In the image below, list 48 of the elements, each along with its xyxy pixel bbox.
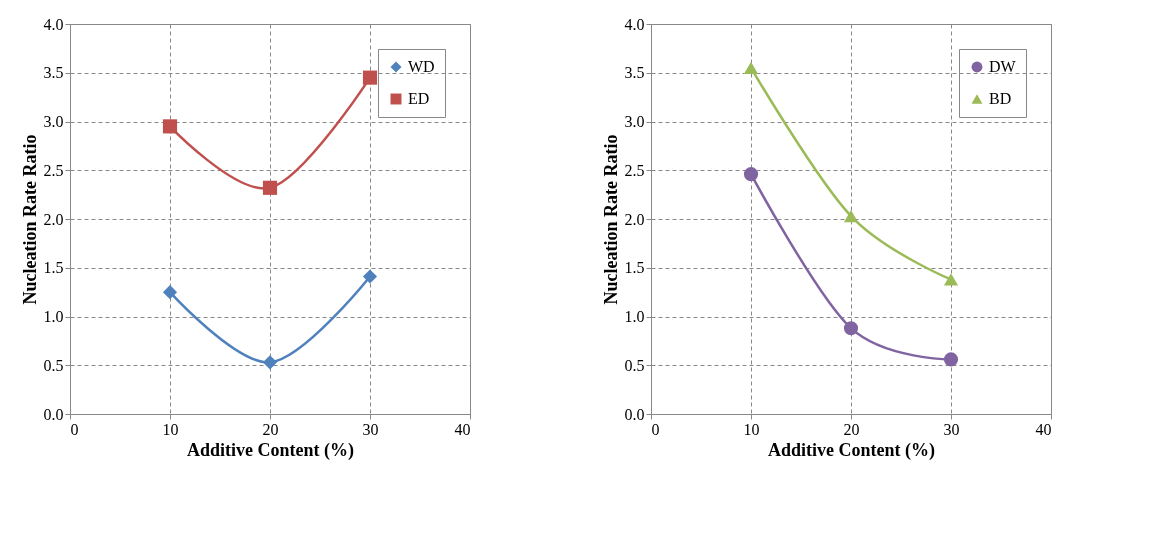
y-tick-label: 1.0 — [624, 308, 645, 325]
legend-label: DW — [989, 58, 1017, 75]
point — [262, 180, 278, 195]
point — [162, 119, 178, 134]
point — [162, 285, 178, 300]
x-tick-label: 0 — [70, 420, 79, 438]
y-tick-label: 0.0 — [43, 405, 64, 423]
y-tick-label: 0.5 — [624, 356, 645, 374]
y-tick-label: 3.5 — [624, 64, 645, 82]
y-tick-label: 4.0 — [43, 15, 64, 33]
x-axis-title: Additive Content (%) — [187, 439, 354, 461]
x-tick-label: 40 — [454, 420, 471, 438]
y-axis-title: Nucleation Rate Ratio — [600, 134, 621, 305]
x-tick-label: 40 — [1035, 420, 1052, 438]
x-tick-label: 30 — [943, 420, 960, 438]
point — [943, 352, 959, 367]
point — [362, 269, 378, 284]
y-tick-label: 2.0 — [43, 210, 64, 228]
legend-label: BD — [989, 90, 1012, 107]
y-tick-label: 4.0 — [624, 15, 645, 33]
y-tick-label: 1.0 — [43, 308, 64, 325]
x-tick-label: 20 — [843, 420, 860, 438]
x-tick-label: 30 — [362, 420, 379, 438]
x-tick-label: 10 — [743, 420, 760, 438]
point — [943, 273, 959, 286]
x-axis-title: Additive Content (%) — [768, 439, 935, 461]
y-tick-label: 3.0 — [624, 113, 645, 130]
y-tick-label: 2.5 — [43, 161, 64, 179]
point — [262, 355, 278, 370]
y-tick-label: 3.5 — [43, 64, 64, 82]
x-tick-label: 20 — [262, 420, 279, 438]
legend-label: WD — [408, 58, 435, 75]
x-tick-label: 10 — [162, 420, 179, 438]
y-tick-label: 1.5 — [43, 259, 64, 277]
y-tick-label: 1.5 — [624, 259, 645, 277]
y-tick-label: 0.5 — [43, 356, 64, 374]
legend-label: ED — [408, 90, 430, 107]
point — [743, 167, 759, 182]
y-tick-label: 2.0 — [624, 210, 645, 228]
x-tick-label: 0 — [651, 420, 660, 438]
point — [843, 321, 859, 336]
point — [743, 61, 759, 74]
point — [843, 209, 859, 223]
y-tick-label: 2.5 — [624, 161, 645, 179]
y-axis-title: Nucleation Rate Ratio — [19, 134, 40, 305]
point — [362, 70, 378, 85]
y-tick-label: 0.0 — [624, 405, 645, 423]
y-tick-label: 3.0 — [43, 113, 64, 130]
